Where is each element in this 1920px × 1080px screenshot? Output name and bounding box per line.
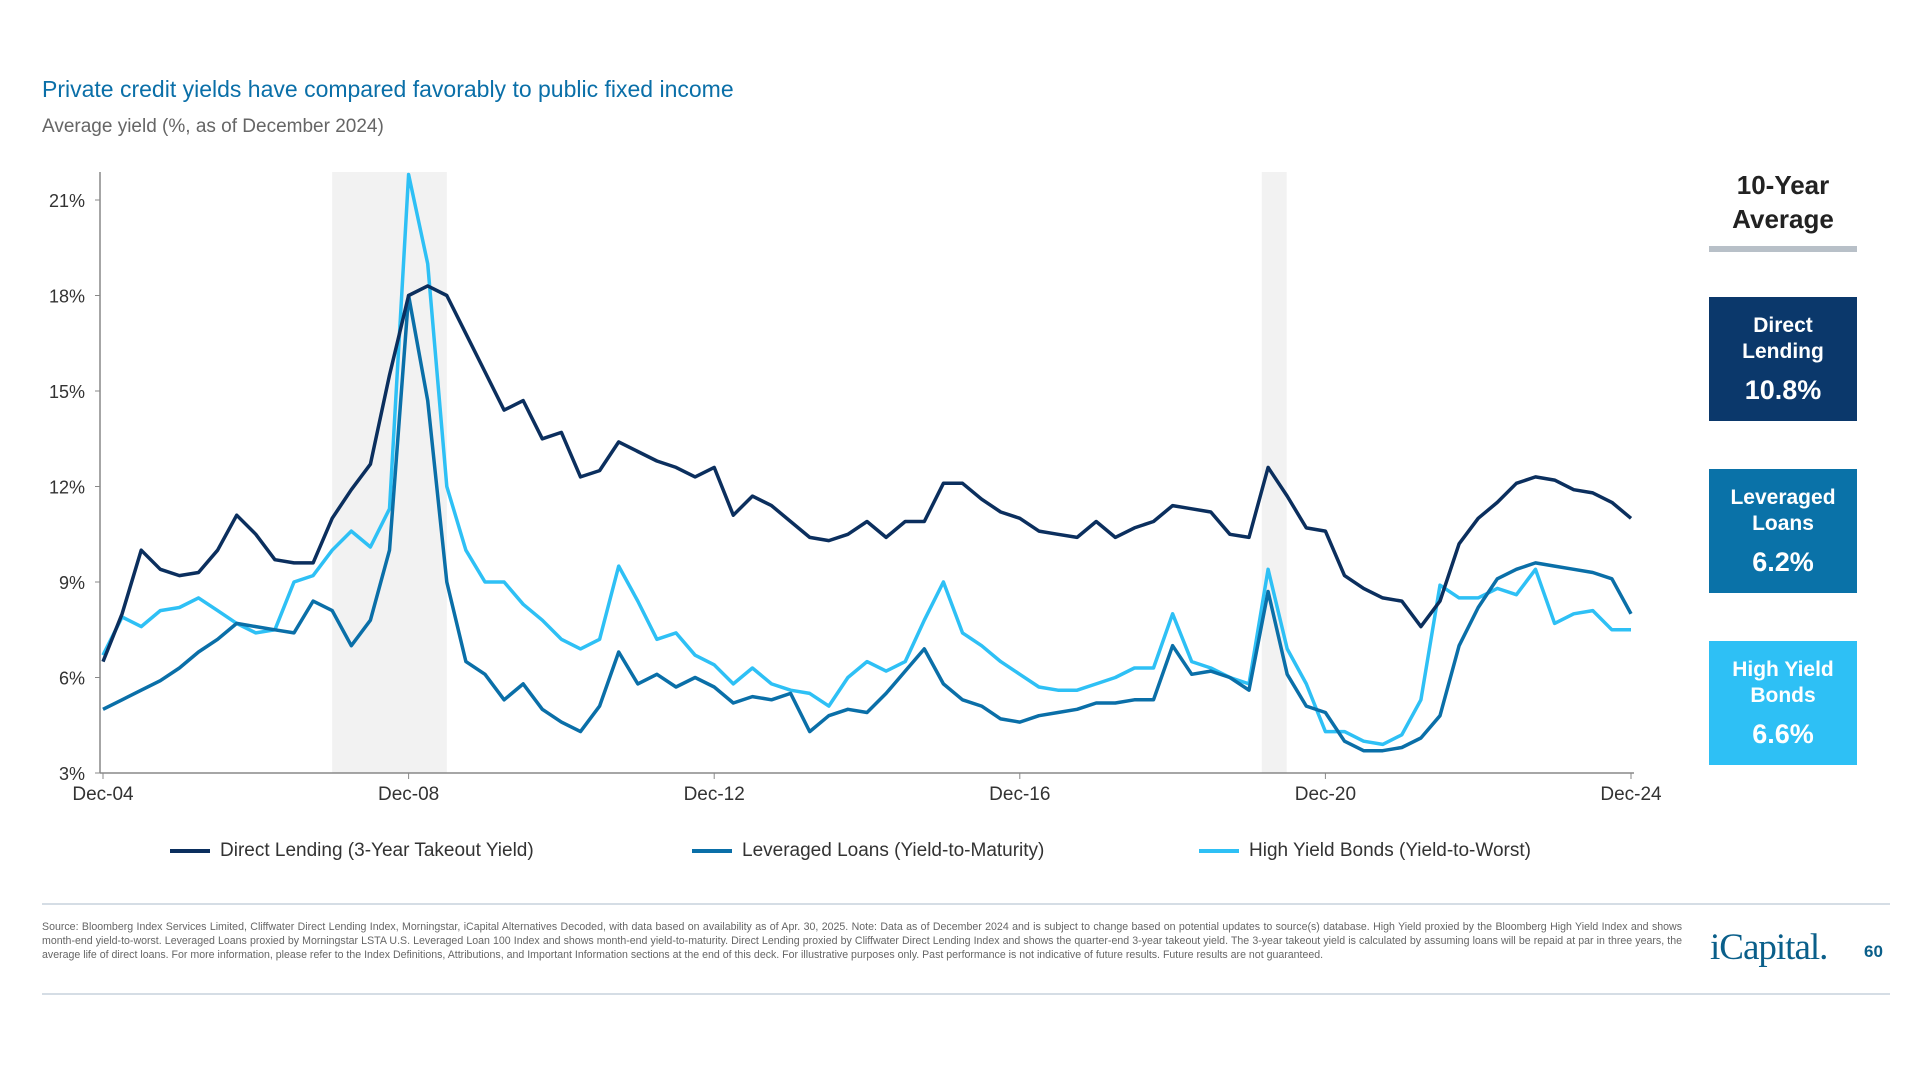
x-tick-label: Dec-16 (989, 784, 1050, 805)
avg-label: High Yield (1732, 658, 1834, 681)
avg-label: Bonds (1750, 684, 1816, 707)
legend-swatch (1199, 849, 1239, 853)
legend-swatch (170, 849, 210, 853)
legend-label: High Yield Bonds (Yield-to-Worst) (1249, 840, 1531, 861)
avg-box-leveraged-loans: Leveraged Loans 6.2% (1709, 469, 1857, 593)
avg-value: 6.2% (1752, 547, 1814, 577)
footer-divider-top (42, 903, 1890, 905)
panel-divider (1709, 246, 1857, 252)
legend-label: Leveraged Loans (Yield-to-Maturity) (742, 840, 1045, 861)
avg-label: Loans (1752, 512, 1814, 535)
avg-label: Lending (1742, 340, 1824, 363)
chart-legend: Direct Lending (3-Year Takeout Yield) Le… (0, 840, 1720, 866)
avg-label: Leveraged (1730, 486, 1836, 509)
x-tick-label: Dec-20 (1295, 784, 1356, 805)
avg-value: 10.8% (1744, 375, 1822, 405)
footer-divider-bottom (42, 993, 1890, 995)
avg-value: 6.6% (1752, 719, 1814, 749)
panel-heading-line: 10-Year (1736, 170, 1830, 200)
avg-box-high-yield: High Yield Bonds 6.6% (1709, 641, 1857, 765)
x-tick-label: Dec-24 (1600, 784, 1662, 805)
x-tick-label: Dec-08 (378, 784, 439, 805)
legend-label: Direct Lending (3-Year Takeout Yield) (220, 840, 534, 861)
y-tick-label: 12% (49, 478, 85, 498)
x-tick-label: Dec-12 (684, 784, 745, 805)
avg-box-direct-lending: Direct Lending 10.8% (1709, 297, 1857, 421)
y-tick-label: 18% (49, 287, 85, 307)
page-subtitle: Average yield (%, as of December 2024) (42, 116, 384, 137)
y-tick-label: 3% (59, 764, 85, 784)
x-tick-label: Dec-04 (72, 784, 134, 805)
page-number: 60 (1864, 942, 1883, 961)
y-tick-label: 15% (49, 382, 85, 402)
legend-item-leveraged-loans: Leveraged Loans (Yield-to-Maturity) (692, 840, 1044, 862)
avg-label: Direct (1753, 314, 1813, 337)
y-tick-label: 9% (59, 573, 85, 593)
legend-item-direct-lending: Direct Lending (3-Year Takeout Yield) (170, 840, 534, 862)
source-footnote: Source: Bloomberg Index Services Limited… (42, 921, 1682, 961)
legend-item-high-yield: High Yield Bonds (Yield-to-Worst) (1199, 840, 1531, 862)
yield-line-chart: 3% 6% 9% 12% 15% 18% 21% Dec-04 Dec-08 Dec-12 Dec-… (49, 172, 1662, 805)
y-tick-label: 6% (59, 669, 85, 689)
ten-year-average-panel: 10-Year Average (1709, 168, 1857, 252)
icapital-logo: iCapital. (1710, 927, 1828, 968)
legend-swatch (692, 849, 732, 853)
panel-heading-line: Average (1732, 204, 1834, 234)
recession-shading (332, 172, 447, 773)
y-tick-label: 21% (49, 191, 85, 211)
panel-heading: 10-Year Average (1709, 168, 1857, 236)
page-title: Private credit yields have compared favo… (42, 76, 734, 102)
